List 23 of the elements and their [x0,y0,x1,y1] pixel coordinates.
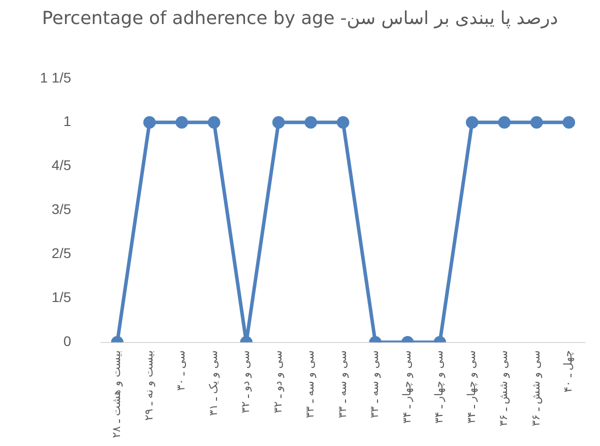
x-tick-label: سی و سه ـ ۳۳ [304,350,317,418]
y-tick-label: 1 1/5 [40,69,72,86]
x-tick-label: بیست و نه ـ ۲۹ [142,350,156,421]
x-tick-label: سی و چهار ـ ۳۴ [464,350,478,424]
y-tick-label: 4/5 [52,157,72,174]
x-tick-label: سی و دو ـ ۳۲ [239,350,252,414]
y-tick-label: 0 [63,333,72,350]
x-tick-label: سی و سه ـ ۳۳ [336,350,349,418]
x-tick-label: سی و شش ـ ۳۶ [497,350,510,426]
x-tick-label: سی و دو ـ ۳۲ [271,350,284,414]
x-tick-label: سی ـ ۳۰ [174,350,188,391]
x-tick-label: بیست و هشت ـ ۲۸ [110,350,124,438]
y-tick-label: 2/5 [52,245,72,262]
x-tick-label: سی و سه ـ ۳۳ [368,350,382,418]
x-tick-label: سی و چهار ـ ۳۴ [432,350,446,424]
y-tick-label: 3/5 [52,201,72,218]
y-tick-label: 1/5 [52,289,72,306]
x-tick-label: سی و شش ـ ۳۶ [529,350,542,426]
x-tick-label: سی و یک ـ ۳۱ [206,350,220,416]
chart-title: درصد پا یبندی بر اساس سن- Percentage of adherence by age [41,8,559,29]
y-tick-label: 1 [63,113,72,130]
x-tick-label: چهل ـ ۴۰ [562,350,575,392]
x-tick-label: سی و چهار ـ ۳۴ [400,350,414,424]
